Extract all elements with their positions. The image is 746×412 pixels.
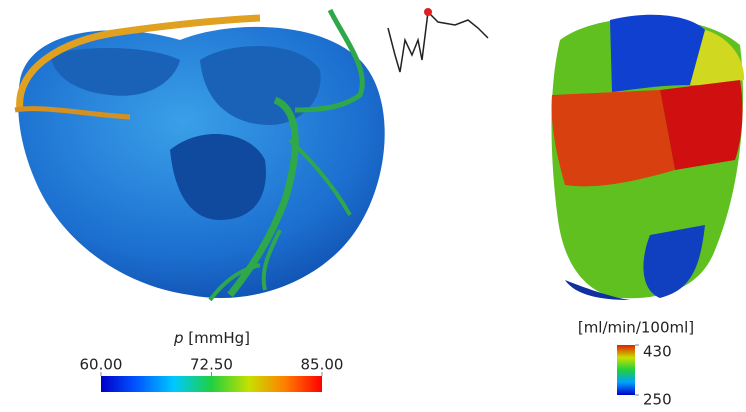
figure: p [mmHg] [ml/min/100ml] 60.00 72.50 85.00 4… <box>0 0 746 412</box>
tick-label: 60.00 <box>80 356 123 374</box>
colorbar-title: p [mmHg] <box>173 329 250 347</box>
pressure-waveform <box>388 12 488 72</box>
tick-label: 72.50 <box>190 356 233 374</box>
pressure-colorbar <box>101 376 322 392</box>
tick-label: 430 <box>643 343 672 361</box>
flow-heart <box>552 15 745 300</box>
perfusion-region <box>552 90 675 186</box>
colorbar-title: [ml/min/100ml] <box>578 319 694 337</box>
perfusion-region <box>610 15 705 92</box>
variable: p <box>173 329 184 347</box>
tick-label: 250 <box>643 391 672 409</box>
flow-colorbar <box>617 345 635 395</box>
tick-label: 85.00 <box>301 356 344 374</box>
time-marker <box>424 8 432 16</box>
perfusion-region <box>643 225 705 298</box>
unit: [mmHg] <box>188 329 250 347</box>
page: p [mmHg] [ml/min/100ml] 60.00 72.50 85.00 4… <box>0 0 746 412</box>
pressure-heart <box>15 10 385 300</box>
